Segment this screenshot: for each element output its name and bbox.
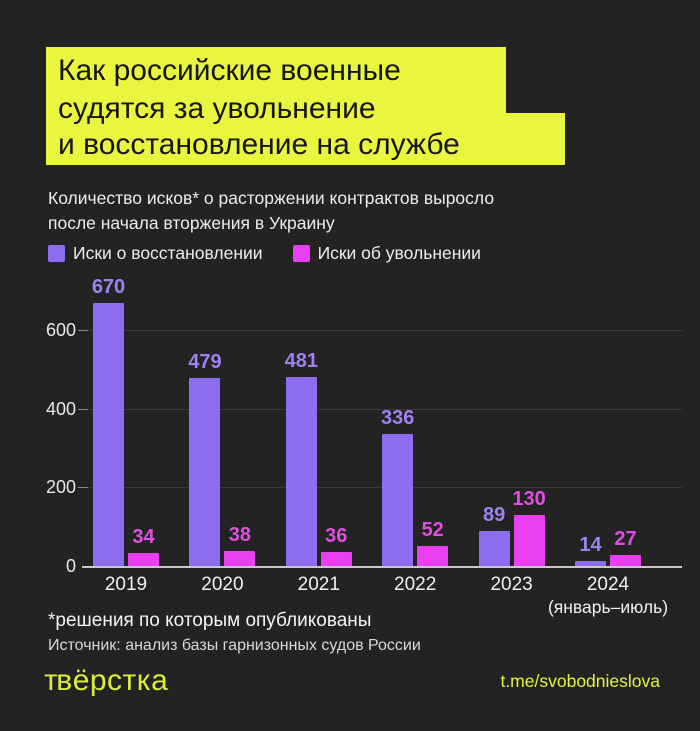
page-title-line-3: и восстановление на службе <box>58 128 460 161</box>
legend-swatch-magenta <box>292 245 310 262</box>
value-label-restoration-2019: 670 <box>91 276 126 298</box>
chart-subtitle: Количество исков* о расторжении контракт… <box>48 186 494 236</box>
bar-restoration-2022 <box>382 434 414 566</box>
bar-restoration-2024 <box>575 560 606 566</box>
verstka-logo: вёрстка <box>44 664 168 698</box>
legend-label-dismissal: Иски об увольнении <box>317 243 481 263</box>
y-axis-label-600: 600 <box>45 320 76 341</box>
value-label-dismissal-2022: 52 <box>421 518 444 541</box>
y-axis-label-0: 0 <box>65 556 76 576</box>
ytick-mark-600 <box>78 330 88 332</box>
bar-restoration-2019 <box>93 303 124 566</box>
gridline-600 <box>88 330 682 332</box>
value-label-dismissal-2021: 36 <box>325 524 348 547</box>
legend-swatch-purple <box>48 245 65 262</box>
footnote-asterisk: *решения по которым опубликованы <box>48 610 372 631</box>
legend-item-restoration: Иски о восстановлении <box>48 243 263 264</box>
ytick-mark-200 <box>78 487 88 489</box>
value-label-dismissal-2019: 34 <box>132 525 155 548</box>
value-label-dismissal-2020: 38 <box>228 524 252 547</box>
x-axis-label-2021: 2021 <box>297 574 340 595</box>
bar-restoration-2020 <box>189 377 221 566</box>
x-axis-label-2024: 2024 <box>586 574 630 595</box>
chart-legend: Иски о восстановлении Иски об увольнении <box>48 243 481 264</box>
value-label-dismissal-2023: 130 <box>512 487 546 510</box>
x-axis-sublabel-2024: (январь–июль) <box>547 597 669 617</box>
x-axis-label-2022: 2022 <box>394 574 437 595</box>
subtitle-line-1: Количество исков* о расторжении контракт… <box>48 188 495 208</box>
subtitle-line-2: после начала вторжения в Украину <box>48 213 335 233</box>
value-label-restoration-2020: 479 <box>188 350 222 373</box>
bar-dismissal-2024 <box>610 555 641 566</box>
ytick-mark-400 <box>78 408 88 410</box>
y-axis-label-400: 400 <box>45 398 76 419</box>
value-label-restoration-2024: 14 <box>579 533 602 556</box>
x-axis-line <box>82 566 682 568</box>
gridline-400 <box>88 408 682 410</box>
title-highlight-upper <box>46 47 506 115</box>
title-highlight-lower <box>46 113 565 165</box>
telegram-link[interactable]: t.me/svobodnieslova <box>500 671 660 691</box>
page-title-line-2: судятся за увольнение <box>58 92 376 125</box>
legend-label-restoration: Иски о восстановлении <box>73 243 263 263</box>
value-label-dismissal-2024: 27 <box>614 528 637 551</box>
legend-item-dismissal: Иски об увольнении <box>292 243 481 264</box>
bar-dismissal-2019 <box>128 552 159 566</box>
bar-dismissal-2023 <box>513 514 545 566</box>
y-axis-label-200: 200 <box>45 477 76 498</box>
bar-dismissal-2020 <box>224 551 256 566</box>
value-label-restoration-2023: 89 <box>482 504 506 527</box>
bar-restoration-2021 <box>285 377 317 566</box>
x-axis-label-2020: 2020 <box>201 574 244 595</box>
bar-dismissal-2021 <box>320 551 352 566</box>
bar-dismissal-2022 <box>417 545 449 566</box>
x-axis-label-2023: 2023 <box>490 574 533 595</box>
value-label-restoration-2022: 336 <box>381 407 415 430</box>
x-axis-label-2019: 2019 <box>104 574 148 595</box>
page-title-line-1: Как российские военные <box>58 54 401 87</box>
bar-restoration-2023 <box>478 531 510 566</box>
value-label-restoration-2021: 481 <box>284 350 318 373</box>
footnote-source: Источник: анализ базы гарнизонных судов … <box>48 637 421 654</box>
